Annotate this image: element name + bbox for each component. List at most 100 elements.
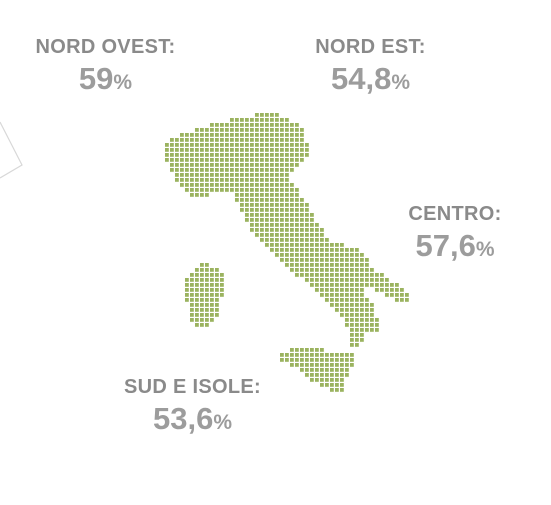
- map-dot: [205, 168, 209, 172]
- map-dot: [300, 203, 304, 207]
- map-dot: [365, 283, 369, 287]
- map-dot: [325, 353, 329, 357]
- map-dot: [260, 158, 264, 162]
- map-dot: [310, 373, 314, 377]
- map-dot: [200, 293, 204, 297]
- map-dot: [340, 258, 344, 262]
- map-dot: [245, 218, 249, 222]
- map-dot: [320, 353, 324, 357]
- map-dot: [220, 273, 224, 277]
- map-dot: [305, 228, 309, 232]
- map-dot: [245, 148, 249, 152]
- map-dot: [220, 148, 224, 152]
- map-dot: [285, 198, 289, 202]
- map-dot: [295, 203, 299, 207]
- map-dot: [205, 143, 209, 147]
- map-dot: [210, 143, 214, 147]
- map-dot: [355, 323, 359, 327]
- map-dot: [320, 273, 324, 277]
- map-dot: [310, 223, 314, 227]
- region-sud-e-isole: SUD E ISOLE: 53,6%: [105, 376, 280, 437]
- map-dot: [205, 153, 209, 157]
- map-dot: [295, 273, 299, 277]
- value-number: 59: [78, 61, 114, 96]
- map-dot: [320, 243, 324, 247]
- map-dot: [240, 203, 244, 207]
- map-dot: [235, 178, 239, 182]
- map-dot: [265, 233, 269, 237]
- map-dot: [200, 278, 204, 282]
- map-dot: [280, 168, 284, 172]
- map-dot: [300, 268, 304, 272]
- map-dot: [310, 228, 314, 232]
- region-name-sud-e-isole: SUD E ISOLE:: [124, 376, 261, 398]
- map-dot: [275, 233, 279, 237]
- map-dot: [340, 263, 344, 267]
- map-dot: [295, 243, 299, 247]
- map-dot: [205, 268, 209, 272]
- map-dot: [340, 278, 344, 282]
- map-dot: [275, 168, 279, 172]
- map-dot: [185, 288, 189, 292]
- map-dot: [195, 178, 199, 182]
- map-dot: [305, 348, 309, 352]
- map-dot: [385, 288, 389, 292]
- map-dot: [175, 138, 179, 142]
- map-dot: [350, 318, 354, 322]
- map-dot: [315, 228, 319, 232]
- map-dot: [215, 293, 219, 297]
- map-dot: [285, 213, 289, 217]
- map-dot: [355, 268, 359, 272]
- region-value-sud-e-isole: 53,6%: [105, 401, 280, 437]
- map-dot: [210, 313, 214, 317]
- map-dot: [295, 253, 299, 257]
- map-dot: [375, 318, 379, 322]
- map-dot: [285, 218, 289, 222]
- map-dot: [345, 263, 349, 267]
- map-dot: [310, 268, 314, 272]
- map-dot: [205, 128, 209, 132]
- map-dot: [350, 253, 354, 257]
- map-dot: [225, 123, 229, 127]
- map-dot: [240, 128, 244, 132]
- map-dot: [210, 183, 214, 187]
- map-dot: [365, 313, 369, 317]
- map-dot: [315, 263, 319, 267]
- map-dot: [205, 278, 209, 282]
- map-dot: [280, 208, 284, 212]
- map-dot: [255, 188, 259, 192]
- map-dot: [325, 243, 329, 247]
- map-dot: [285, 118, 289, 122]
- map-dot: [285, 128, 289, 132]
- map-dot: [275, 178, 279, 182]
- map-dot: [310, 363, 314, 367]
- map-dot: [245, 213, 249, 217]
- map-dot: [335, 373, 339, 377]
- map-dot: [200, 133, 204, 137]
- map-dot: [355, 318, 359, 322]
- map-dot: [310, 213, 314, 217]
- map-dot: [255, 203, 259, 207]
- map-dot: [255, 198, 259, 202]
- map-dot: [200, 143, 204, 147]
- map-dot: [350, 283, 354, 287]
- map-dot: [365, 263, 369, 267]
- map-dot: [280, 203, 284, 207]
- map-dot: [230, 118, 234, 122]
- map-dot: [215, 173, 219, 177]
- map-dot: [240, 158, 244, 162]
- map-dot: [335, 383, 339, 387]
- map-dot: [215, 138, 219, 142]
- map-dot: [270, 173, 274, 177]
- map-dot: [325, 238, 329, 242]
- map-dot: [350, 308, 354, 312]
- value-number: 57,6: [415, 228, 476, 263]
- map-dot: [200, 298, 204, 302]
- map-dot: [305, 363, 309, 367]
- map-dot: [190, 133, 194, 137]
- map-dot: [335, 253, 339, 257]
- map-dot: [355, 258, 359, 262]
- map-dot: [180, 153, 184, 157]
- map-dot: [350, 323, 354, 327]
- map-dot: [270, 118, 274, 122]
